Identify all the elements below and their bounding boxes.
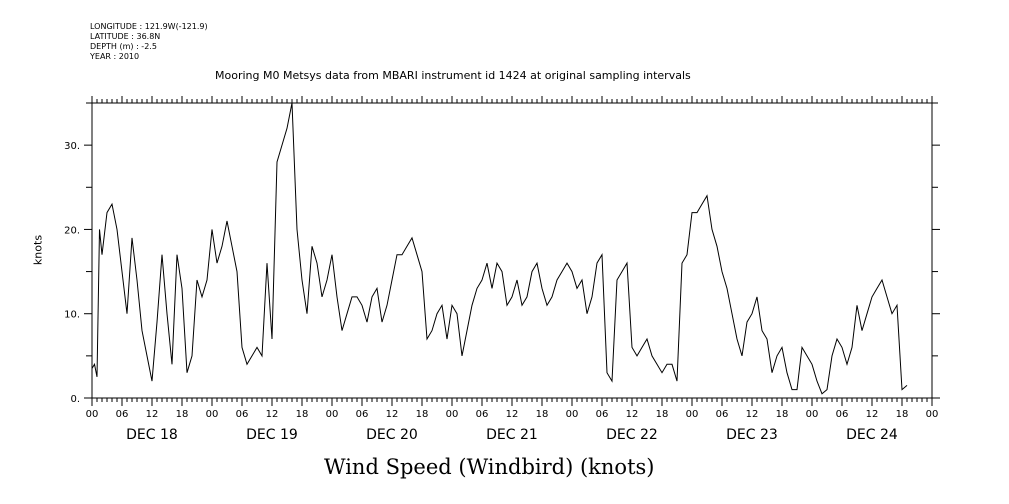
x-axis-caption: Wind Speed (Windbird) (knots) (324, 455, 655, 479)
x-tick-label: 00 (86, 409, 99, 420)
x-tick-label: 06 (236, 409, 249, 420)
x-tick-label: 18 (176, 409, 189, 420)
latitude-text: LATITUDE : 36.8N (90, 32, 161, 41)
x-tick-label: 18 (776, 409, 789, 420)
day-label: DEC 18 (126, 427, 178, 443)
x-tick-label: 18 (296, 409, 309, 420)
x-tick-label: 06 (116, 409, 129, 420)
day-label: DEC 24 (846, 427, 898, 443)
x-tick-label: 12 (386, 409, 399, 420)
x-tick-label: 12 (746, 409, 759, 420)
metadata-block: LONGITUDE : 121.9W(-121.9) LATITUDE : 36… (90, 22, 208, 62)
y-tick-label: 0. (70, 394, 80, 405)
x-tick-label: 12 (866, 409, 879, 420)
y-tick-label: 10. (64, 310, 80, 321)
x-tick-label: 00 (926, 409, 939, 420)
day-label: DEC 19 (246, 427, 298, 443)
x-tick-label: 18 (416, 409, 429, 420)
x-tick-label: 12 (266, 409, 279, 420)
x-tick-label: 18 (536, 409, 549, 420)
longitude-text: LONGITUDE : 121.9W(-121.9) (90, 22, 208, 31)
x-tick-label: 06 (836, 409, 849, 420)
day-label: DEC 21 (486, 427, 538, 443)
day-label: DEC 22 (606, 427, 658, 443)
x-tick-label: 12 (146, 409, 159, 420)
x-tick-label: 00 (446, 409, 459, 420)
x-tick-label: 00 (686, 409, 699, 420)
y-tick-label: 30. (64, 141, 80, 152)
y-tick-label: 20. (64, 225, 80, 236)
x-tick-label: 12 (506, 409, 519, 420)
x-tick-label: 06 (716, 409, 729, 420)
x-tick-label: 06 (476, 409, 489, 420)
x-tick-label: 06 (356, 409, 369, 420)
x-tick-label: 18 (896, 409, 909, 420)
x-tick-label: 00 (206, 409, 219, 420)
day-label: DEC 20 (366, 427, 418, 443)
year-text: YEAR : 2010 (90, 52, 140, 61)
x-tick-label: 18 (656, 409, 669, 420)
x-tick-label: 12 (626, 409, 639, 420)
chart-title: Mooring M0 Metsys data from MBARI instru… (215, 69, 691, 82)
x-tick-label: 00 (566, 409, 579, 420)
day-label: DEC 23 (726, 427, 778, 443)
x-tick-label: 00 (326, 409, 339, 420)
x-tick-label: 06 (596, 409, 609, 420)
depth-text: DEPTH (m) : -2.5 (90, 42, 157, 51)
x-tick-label: 00 (806, 409, 819, 420)
series-line-0 (91, 102, 908, 395)
